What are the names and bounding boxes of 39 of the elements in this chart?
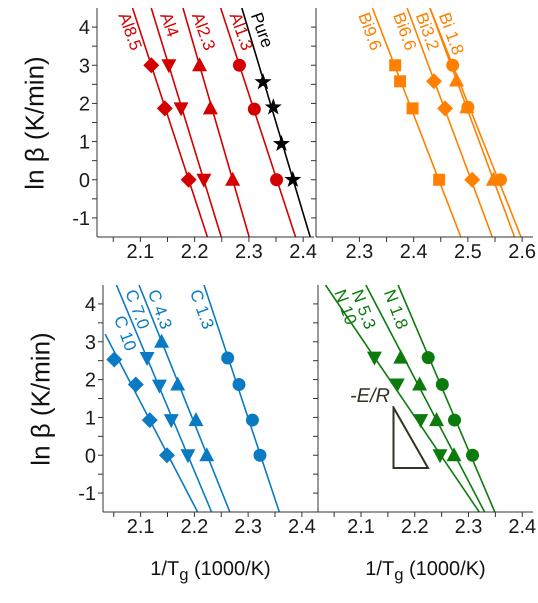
x-tick-label: 2.5 (454, 241, 482, 264)
x-tick-label: 2.3 (454, 516, 482, 538)
x-tick-label: 2.3 (345, 241, 374, 264)
y-tick-label: 0 (84, 445, 96, 468)
x-tick-label: 2.4 (508, 516, 536, 538)
y-tick-label: 0 (78, 170, 90, 192)
y-tick-label: 3 (78, 55, 90, 78)
text: Al2.3 (188, 10, 220, 53)
text: Al8.5 (114, 10, 146, 53)
x-tick-label: 2.2 (180, 241, 209, 264)
x-axis-title: 1/T$_{g}$ (1000/K) (365, 558, 486, 585)
x-tick-label: 2.2 (180, 516, 208, 538)
text: Al4 (156, 10, 182, 40)
x-tick-label: 2.1 (126, 241, 154, 264)
y-axis-title: ln β (K/min) (26, 332, 56, 466)
x-axis-title: 1/T$_{g}$ (1000/K) (150, 558, 271, 585)
y-tick-label: 2 (78, 94, 90, 116)
text: C 1.3 (186, 286, 218, 332)
x-tick-label: 2.1 (126, 516, 155, 538)
y-tick-label: 4 (84, 294, 96, 316)
x-tick-label: 2.2 (400, 516, 429, 538)
x-tick-label: 2.4 (400, 241, 428, 264)
y-tick-label: 2 (84, 370, 96, 392)
x-tick-label: 2.3 (234, 516, 262, 538)
annotation: -E/R (350, 385, 390, 408)
x-tick-label: 2.3 (234, 241, 263, 264)
text: Bi9.6 (354, 10, 386, 53)
y-axis-title: ln β (K/min) (20, 56, 50, 190)
x-tick-label: 2.6 (508, 241, 536, 264)
y-tick-label: -1 (78, 483, 96, 506)
text: N 1.8 (380, 286, 412, 332)
y-tick-label: 4 (78, 17, 90, 40)
x-tick-label: 2.4 (289, 241, 318, 264)
x-tick-label: 2.1 (347, 516, 375, 538)
x-tick-label: 2.4 (288, 516, 316, 538)
y-tick-label: -1 (72, 208, 90, 230)
y-tick-label: 1 (84, 408, 96, 430)
y-tick-label: 1 (78, 132, 90, 154)
y-tick-label: 3 (84, 332, 96, 354)
